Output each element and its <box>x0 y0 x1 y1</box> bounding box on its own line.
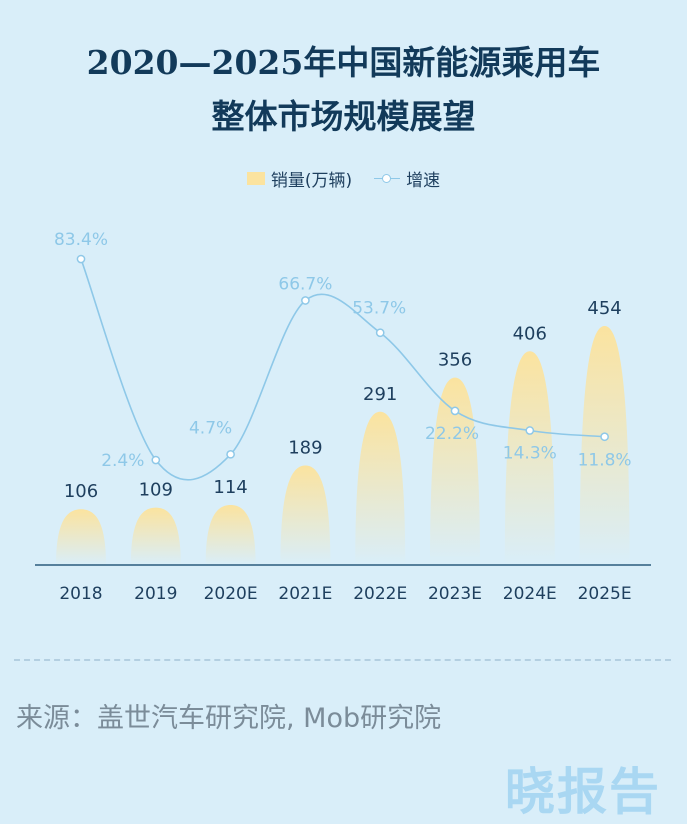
growth-point <box>301 296 310 305</box>
growth-point <box>525 426 535 435</box>
bar-value-label: 189 <box>288 438 322 459</box>
bar-value-label: 106 <box>64 481 98 502</box>
growth-value-label: 4.7% <box>189 418 232 438</box>
bar-value-label: 114 <box>213 477 247 498</box>
growth-value-label: 2.4% <box>101 451 144 471</box>
growth-point <box>375 328 385 338</box>
growth-value-label: 83.4% <box>54 230 108 250</box>
x-tick-label: 2019 <box>134 584 177 604</box>
x-tick-label: 2020E <box>204 584 258 604</box>
growth-point <box>226 449 235 459</box>
x-tick-label: 2024E <box>503 584 557 604</box>
divider <box>14 659 671 661</box>
bar-2018 <box>56 509 106 565</box>
growth-value-label: 11.8% <box>578 451 632 471</box>
legend-line-swatch <box>374 173 401 185</box>
source-note: 来源：盖世汽车研究院, Mob研究院 <box>16 703 442 734</box>
brand-watermark: 晓报告 <box>505 763 661 821</box>
x-tick-label: 2018 <box>59 584 102 604</box>
chart-plot: 106 109 114 189 291 356 406 454 2018 2019 2020E 202… <box>35 230 651 604</box>
growth-point <box>450 406 460 416</box>
x-tick-label: 2021E <box>278 584 332 604</box>
bar-value-label: 291 <box>363 384 397 405</box>
growth-value-label: 66.7% <box>278 274 332 294</box>
legend-item-sales: 销量(万辆) <box>246 166 353 191</box>
bar-2023E <box>430 377 480 565</box>
legend-sales-label: 销量(万辆) <box>270 171 353 191</box>
x-tick-label: 2022E <box>353 584 407 604</box>
chart-title: 2020—2025年中国新能源乘用车 整体市场规模展望 <box>0 36 687 144</box>
bar-value-label: 356 <box>438 350 472 371</box>
x-tick-label: 2023E <box>428 584 482 604</box>
title-line-2: 整体市场规模展望 <box>211 97 476 136</box>
bar-value-label: 109 <box>139 480 173 501</box>
growth-value-label: 14.3% <box>503 444 557 464</box>
growth-value-label: 53.7% <box>352 299 406 319</box>
growth-value-label: 22.2% <box>425 424 479 444</box>
bar-2019 <box>130 507 181 565</box>
x-tick-label: 2025E <box>578 584 632 604</box>
legend-item-growth: 增速 <box>374 166 440 191</box>
legend-bar-swatch <box>246 172 265 185</box>
growth-point <box>151 455 161 465</box>
bar-value-label: 454 <box>587 298 621 319</box>
title-line-1: 2020—2025年中国新能源乘用车 <box>86 43 601 82</box>
bar-2021E <box>280 465 331 565</box>
growth-point <box>76 254 86 264</box>
bar-value-label: 406 <box>513 323 547 344</box>
bar-2025E <box>579 326 630 565</box>
growth-point <box>600 432 609 442</box>
bar-2022E <box>355 411 406 565</box>
bar-2020E <box>205 504 256 565</box>
bar-2024E <box>504 351 555 565</box>
legend-growth-label: 增速 <box>406 171 441 191</box>
legend: 销量(万辆) 增速 <box>0 166 687 191</box>
